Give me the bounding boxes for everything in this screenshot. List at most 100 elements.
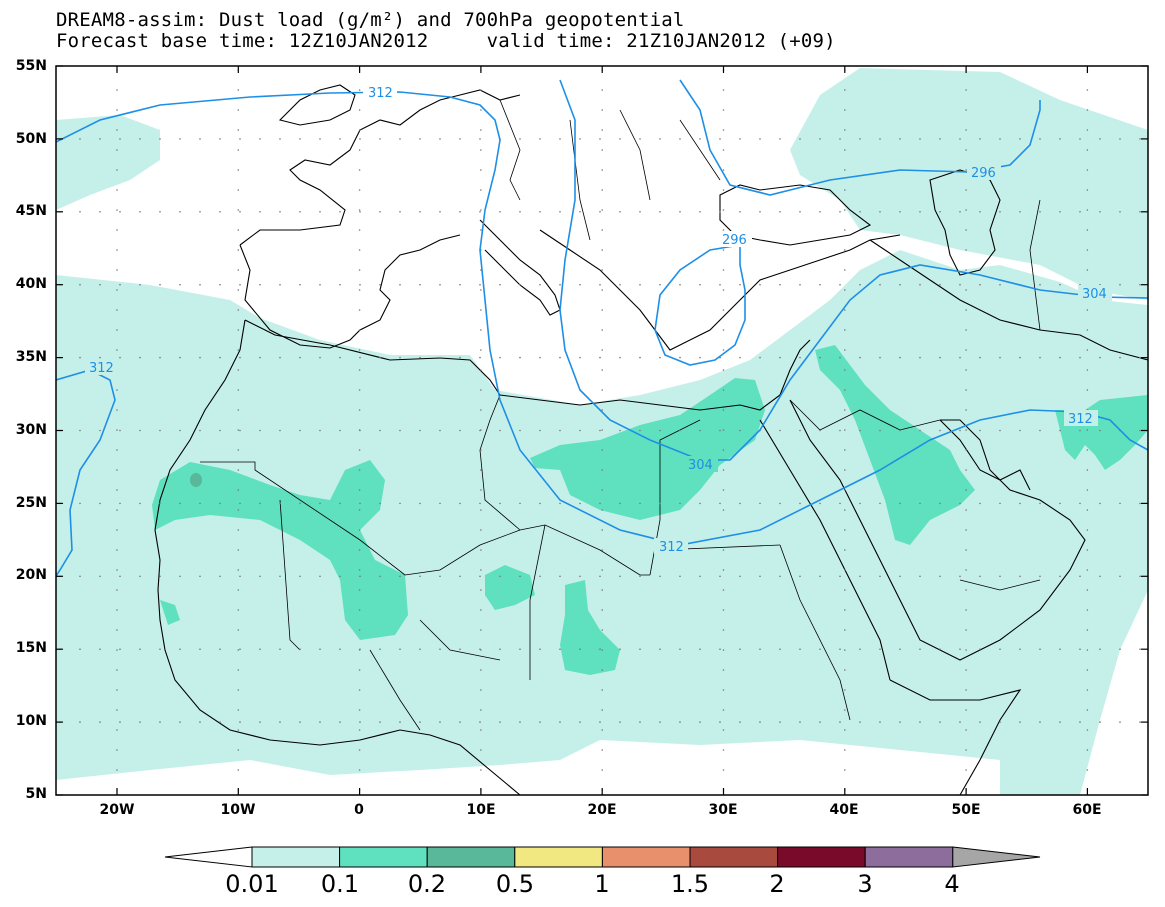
lat-label: 10N xyxy=(15,713,47,729)
grid-dot xyxy=(419,356,421,359)
grid-dot xyxy=(844,489,846,491)
grid-dot xyxy=(239,575,241,578)
grid-dot xyxy=(979,138,981,140)
grid-dot xyxy=(139,721,141,723)
grid-dot xyxy=(299,502,301,505)
grid-dot xyxy=(419,648,421,650)
grid-dot xyxy=(965,109,967,111)
grid-dot xyxy=(116,729,118,731)
grid-dot xyxy=(965,469,967,471)
grid-dot xyxy=(279,429,281,432)
grid-dot xyxy=(659,356,661,359)
grid-dot xyxy=(1086,629,1089,631)
grid-dot xyxy=(237,229,240,231)
grid-dot xyxy=(116,229,118,231)
grid-dot xyxy=(939,138,941,140)
grid-dot xyxy=(399,648,401,650)
grid-dot xyxy=(99,283,101,286)
grid-dot xyxy=(1059,138,1061,140)
grid-dot xyxy=(619,283,621,286)
grid-dot xyxy=(601,609,603,611)
grid-dot xyxy=(659,429,661,432)
axis-ticks xyxy=(56,65,1148,796)
grid-dot xyxy=(459,211,461,213)
grid-dot xyxy=(116,589,118,591)
grid-dot xyxy=(139,138,141,140)
grid-dot xyxy=(779,356,781,359)
grid-dot xyxy=(779,721,781,723)
grid-dot xyxy=(939,502,941,505)
grid-dot xyxy=(879,283,881,286)
grid-dot xyxy=(601,589,603,591)
grid-dot xyxy=(839,429,841,432)
grid-dot xyxy=(679,138,681,140)
grid-dot xyxy=(722,149,725,151)
grid-dot xyxy=(358,749,361,751)
grid-dot xyxy=(1099,356,1101,359)
grid-dot xyxy=(358,769,361,771)
grid-dot xyxy=(965,689,967,691)
contour-label: 296 xyxy=(722,233,747,248)
grid-dot xyxy=(719,211,721,213)
grid-dot xyxy=(601,189,603,191)
grid-dot xyxy=(779,502,781,505)
grid-dot xyxy=(859,721,861,723)
grid-dot xyxy=(1119,721,1121,723)
grid-dot xyxy=(965,669,967,671)
grid-dot xyxy=(844,669,846,671)
grid-dot xyxy=(237,649,240,651)
grid-dot xyxy=(999,429,1001,432)
grid-dot xyxy=(259,356,261,359)
grid-dot xyxy=(959,429,961,432)
grid-dot xyxy=(519,721,521,723)
grid-dot xyxy=(659,648,661,650)
grid-dot xyxy=(722,629,725,631)
grid-dot xyxy=(1059,575,1061,578)
grid-dot xyxy=(237,589,240,591)
grid-dot xyxy=(601,529,603,531)
grid-dot xyxy=(499,211,501,213)
grid-dot xyxy=(159,721,161,723)
grid-dot xyxy=(358,289,361,291)
colorbar-swatch xyxy=(777,846,866,868)
grid-dot xyxy=(601,129,603,131)
grid-dot xyxy=(439,721,441,723)
grid-dot xyxy=(179,283,181,286)
grid-dot xyxy=(239,356,241,359)
dust-mid-region xyxy=(152,345,1148,675)
grid-dot xyxy=(699,648,701,650)
grid-dot xyxy=(116,409,118,411)
grid-dot xyxy=(739,211,741,213)
grid-dot xyxy=(279,356,281,359)
grid-dot xyxy=(879,721,881,723)
grid-dot xyxy=(965,609,967,611)
grid-dot xyxy=(358,169,361,171)
grid-dot xyxy=(601,269,603,271)
grid-dot xyxy=(619,138,621,140)
grid-dot xyxy=(1079,138,1081,140)
grid-dot xyxy=(319,283,321,286)
grid-dot xyxy=(722,449,725,451)
grid-dot xyxy=(399,356,401,359)
grid-dot xyxy=(579,429,581,432)
grid-dot xyxy=(601,729,603,731)
grid-dot xyxy=(379,138,381,140)
grid-dot xyxy=(1086,169,1089,171)
grid-dot xyxy=(480,409,482,411)
grid-dot xyxy=(1086,729,1089,731)
grid-dot xyxy=(479,502,481,505)
grid-dot xyxy=(699,502,701,505)
grid-dot xyxy=(219,429,221,432)
grid-dot xyxy=(939,429,941,432)
grid-dot xyxy=(819,283,821,286)
grid-dot xyxy=(844,769,846,771)
grid-dot xyxy=(844,709,846,711)
grid-dot xyxy=(259,138,261,140)
forecast-time: Forecast base time: 12Z10JAN2012 valid t… xyxy=(56,30,836,52)
grid-dot xyxy=(299,356,301,359)
grid-dot xyxy=(859,283,861,286)
colorbar-label: 0.2 xyxy=(407,870,447,898)
grid-dot xyxy=(539,211,541,213)
colorbar-label: 0.5 xyxy=(495,870,535,898)
grid-dot xyxy=(759,502,761,505)
